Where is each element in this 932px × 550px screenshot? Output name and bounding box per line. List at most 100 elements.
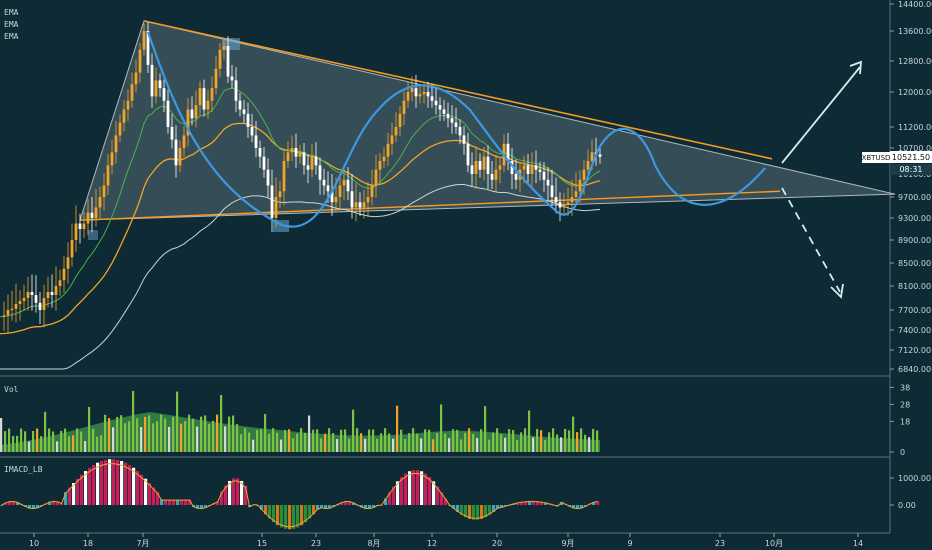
- volume-bar: [136, 418, 139, 452]
- volume-bar: [196, 426, 199, 452]
- time-tick-label: 14: [853, 539, 863, 548]
- macd-bar: [364, 505, 368, 509]
- candle-body: [234, 80, 238, 101]
- macd-bar: [12, 501, 16, 505]
- macd-bar: [80, 474, 84, 505]
- volume-bar: [536, 429, 539, 452]
- candle-body: [54, 286, 58, 295]
- volume-bar: [76, 428, 79, 452]
- time-tick-label: 20: [492, 539, 502, 548]
- arrow-down-line: [781, 187, 841, 293]
- candle-body: [202, 88, 206, 110]
- candle-body: [130, 84, 134, 101]
- candle-body: [146, 31, 150, 65]
- volume-bar: [324, 433, 327, 452]
- macd-bar: [4, 502, 8, 505]
- volume-bar: [228, 416, 231, 452]
- macd-bar: [576, 505, 580, 510]
- candle-body: [558, 202, 562, 208]
- candle-body: [314, 156, 318, 166]
- projection-arrows: [781, 60, 863, 299]
- volume-bar: [432, 439, 435, 452]
- candle-body: [298, 152, 302, 157]
- macd-bar: [412, 470, 416, 505]
- volume-bar: [304, 432, 307, 452]
- volume-bar: [216, 414, 219, 452]
- volume-bar: [368, 429, 371, 452]
- volume-bar: [340, 429, 343, 452]
- volume-bar: [292, 438, 295, 452]
- volume-bar: [548, 432, 551, 452]
- volume-bar: [564, 428, 567, 452]
- arrow-down-head: [830, 283, 844, 299]
- candle-body: [38, 302, 42, 310]
- candle-body: [34, 295, 38, 303]
- candle-body: [50, 292, 54, 295]
- macd-bar: [460, 505, 464, 515]
- volume-bar: [152, 423, 155, 452]
- macd-bar: [420, 471, 424, 505]
- candle-body: [78, 223, 82, 229]
- volume-bar: [384, 428, 387, 452]
- macd-bar: [156, 492, 160, 505]
- candle-body: [290, 148, 294, 153]
- time-tick-label: 18: [83, 539, 93, 548]
- candle-body: [198, 88, 202, 106]
- candle-body: [446, 113, 450, 119]
- candle-body: [18, 301, 22, 304]
- time-axis[interactable]: 10 18 7月 15 23 8月 12 20 9月 9 23 10月 14: [29, 533, 863, 548]
- volume-bar: [156, 421, 159, 452]
- volume-bar: [400, 429, 403, 452]
- macd-bar: [488, 505, 492, 515]
- macd-bar: [88, 467, 92, 505]
- candle-body: [6, 310, 10, 316]
- candle-body: [486, 156, 490, 174]
- volume-bar: [176, 391, 179, 452]
- candle-body: [326, 185, 330, 192]
- macd-bar: [544, 502, 548, 505]
- candle-body: [278, 191, 282, 197]
- macd-bar: [304, 505, 308, 523]
- volume-bar: [28, 441, 31, 452]
- candle-body: [238, 100, 242, 110]
- price-tick-label: 9300.00: [898, 214, 931, 223]
- volume-bar: [256, 429, 259, 452]
- volume-bar: [312, 429, 315, 452]
- macd-bar: [596, 500, 600, 505]
- volume-bar: [144, 416, 147, 452]
- volume-bar: [556, 434, 559, 452]
- candle-body: [142, 31, 146, 50]
- volume-tick-label: 18: [900, 417, 910, 426]
- volume-bar: [36, 428, 39, 452]
- candle-body: [434, 100, 438, 106]
- candle-body: [590, 152, 594, 161]
- macd-bar: [300, 505, 304, 526]
- candle-body: [214, 68, 218, 89]
- macd-bar: [24, 505, 28, 507]
- price-axis[interactable]: 14400.00 13600.00 12800.00 12000.00 11200.00…: [890, 0, 932, 374]
- candle-body: [194, 105, 198, 119]
- volume-bar: [280, 439, 283, 452]
- volume-bar: [300, 428, 303, 452]
- candlesticks: [2, 22, 602, 333]
- candle-body: [106, 165, 110, 186]
- macd-bar: [580, 505, 584, 509]
- macd-bar: [204, 505, 208, 508]
- volume-bar: [360, 433, 363, 452]
- candle-body: [542, 171, 546, 180]
- macd-bar: [72, 482, 76, 505]
- volume-bar: [316, 429, 319, 452]
- macd-bar: [296, 505, 300, 528]
- volume-bar: [260, 429, 263, 452]
- macd-bar: [132, 467, 136, 505]
- macd-bar: [232, 478, 236, 505]
- volume-bar: [12, 435, 15, 452]
- candle-body: [538, 169, 542, 172]
- volume-bar: [560, 437, 563, 452]
- volume-bar: [344, 429, 347, 452]
- volume-bar: [588, 437, 591, 452]
- macd-bar: [484, 505, 488, 518]
- volume-bar: [592, 428, 595, 452]
